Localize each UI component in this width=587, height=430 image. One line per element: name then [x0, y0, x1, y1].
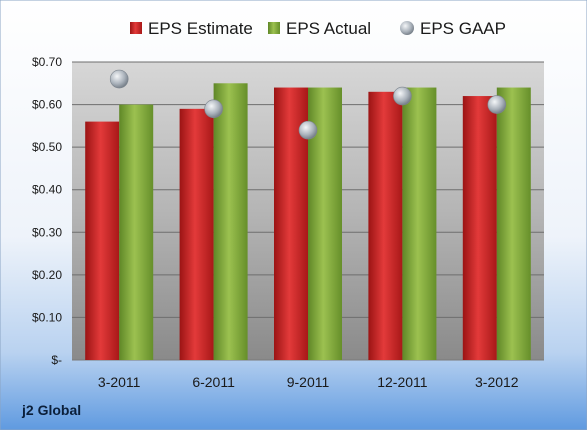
- y-axis-ticks: $- $0.10 $0.20 $0.30 $0.40 $0.50 $0.60 $0.70: [32, 55, 62, 367]
- bar-eps-estimate: [462, 96, 497, 361]
- legend-label-actual: EPS Actual: [286, 19, 371, 38]
- marker-eps-gaap: [204, 99, 223, 119]
- y-tick-label: $0.20: [32, 268, 62, 282]
- x-tick-label: 3-2011: [98, 374, 141, 390]
- marker-eps-gaap: [298, 120, 318, 140]
- legend-swatch-gaap: [400, 21, 414, 35]
- y-tick-label: $0.60: [32, 98, 62, 112]
- bar-eps-actual: [119, 104, 154, 360]
- bar-eps-estimate: [368, 91, 403, 361]
- company-label: j2 Global: [21, 402, 81, 418]
- bars: [85, 83, 531, 361]
- legend: EPS Estimate EPS Actual EPS GAAP: [130, 19, 506, 38]
- gaap-markers: [109, 69, 507, 140]
- y-tick-label: $0.70: [32, 55, 62, 69]
- legend-swatch-actual: [268, 22, 280, 34]
- x-tick-label: 6-2011: [192, 374, 235, 390]
- y-tick-label: $-: [51, 353, 62, 367]
- marker-eps-gaap: [109, 69, 129, 89]
- y-tick-label: $0.30: [32, 225, 62, 239]
- x-tick-label: 9-2011: [287, 374, 330, 390]
- bar-eps-actual: [402, 87, 437, 361]
- legend-swatch-estimate: [130, 22, 142, 34]
- legend-label-estimate: EPS Estimate: [148, 19, 253, 38]
- x-axis-labels: 3-2011 6-2011 9-2011 12-2011 3-2012: [98, 374, 519, 390]
- bar-eps-actual: [213, 83, 248, 361]
- y-tick-label: $0.10: [32, 310, 62, 324]
- bar-eps-estimate: [85, 121, 120, 360]
- marker-eps-gaap: [487, 95, 507, 114]
- marker-eps-gaap: [393, 86, 412, 106]
- legend-label-gaap: EPS GAAP: [420, 19, 506, 38]
- bar-eps-actual: [496, 87, 531, 361]
- x-tick-label: 3-2012: [475, 374, 519, 390]
- bar-eps-estimate: [179, 108, 214, 360]
- y-tick-label: $0.50: [32, 140, 62, 154]
- x-tick-label: 12-2011: [377, 374, 428, 390]
- y-tick-label: $0.40: [32, 183, 62, 197]
